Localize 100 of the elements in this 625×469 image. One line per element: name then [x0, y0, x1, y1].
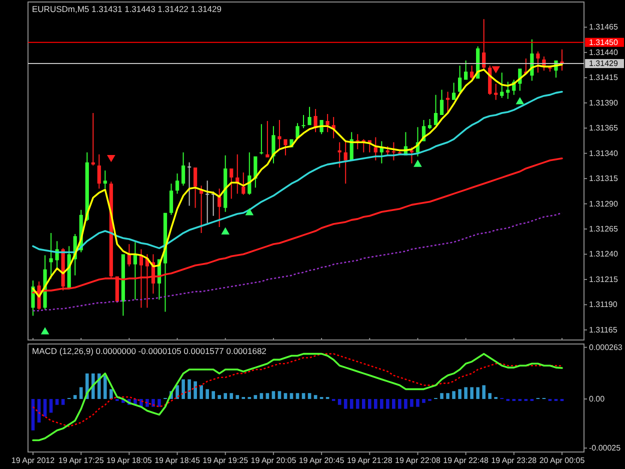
bar [158, 398, 161, 407]
candlestick [187, 162, 192, 206]
bar [224, 393, 228, 399]
bar [103, 375, 107, 399]
bar [410, 398, 414, 407]
x-tick-label: 19 Apr 17:25 [58, 456, 104, 465]
y-tick-label: 0.000263 [589, 342, 623, 352]
y-tick-label: 1.31290 [589, 199, 618, 208]
bar [488, 393, 492, 399]
x-tick-label: 19 Apr 22:08 [395, 456, 441, 465]
bar [73, 395, 77, 399]
bar [55, 398, 59, 405]
bar [200, 385, 203, 399]
ref-line-label: 1.31429 [589, 59, 618, 68]
candlestick [91, 112, 95, 166]
bar [260, 393, 264, 399]
point [414, 160, 422, 167]
x-tick-label: 20 Apr 00:05 [539, 456, 586, 465]
bar [61, 398, 65, 405]
bar [392, 398, 396, 409]
bar [476, 387, 480, 399]
bar [302, 393, 306, 399]
bar [206, 389, 209, 399]
y-tick-label: 0.00 [589, 394, 606, 404]
bar [356, 398, 360, 409]
bar [109, 389, 113, 399]
bar [290, 393, 294, 399]
x-tick-label: 19 Apr 2012 [11, 456, 56, 465]
bar [254, 395, 258, 399]
candlestick [266, 121, 270, 158]
x-tick-label: 19 Apr 19:25 [202, 456, 249, 465]
y-tick-label: 1.31315 [589, 174, 618, 184]
y-tick-label: 1.31190 [589, 300, 618, 310]
y-tick-label: 1.31265 [589, 224, 618, 234]
y-tick-label: 1.31165 [589, 325, 618, 334]
bar [440, 393, 444, 399]
bar [218, 395, 222, 399]
bar [79, 387, 83, 399]
bar [272, 391, 276, 399]
candlestick [494, 84, 498, 100]
bar [398, 398, 402, 409]
bar [386, 398, 390, 409]
bar [350, 398, 354, 409]
candlestick [278, 120, 282, 150]
y-tick-label: 1.31365 [589, 124, 618, 133]
ref-line-label: 1.31450 [589, 38, 618, 47]
line-series [32, 90, 563, 254]
point [245, 208, 254, 216]
bar [368, 398, 372, 409]
chart-title: EURUSDm,M5 1.31431 1.31443 1.31422 1.31429 [32, 4, 222, 14]
y-tick-label: 1.31340 [589, 148, 618, 158]
point [221, 227, 230, 234]
x-tick-label: 19 Apr 18:05 [106, 456, 152, 465]
bar [152, 398, 155, 407]
bar [470, 387, 474, 399]
bar [374, 398, 378, 409]
bar [458, 389, 462, 399]
bar [314, 395, 318, 399]
x-tick-label: 19 Apr 22:48 [443, 456, 490, 465]
bar [338, 398, 342, 405]
y-tick-label: 1.31440 [589, 48, 618, 57]
bar [446, 393, 450, 399]
bar [266, 393, 270, 399]
bar [422, 398, 426, 403]
x-tick-label: 19 Apr 20:05 [250, 456, 297, 465]
candlestick [302, 115, 306, 128]
point [40, 327, 50, 334]
x-tick-label: 19 Apr 21:28 [346, 456, 393, 465]
bar [284, 393, 288, 399]
bar [380, 398, 384, 409]
bar [296, 393, 300, 399]
line-series [32, 64, 563, 298]
y-tick-label: 1.31465 [589, 22, 618, 32]
chart-title: MACD (12,26,9) 0.0000000 -0.0000105 0.0001577 0.0001682 [32, 346, 267, 356]
bar [194, 381, 197, 399]
candlestick [284, 139, 288, 156]
bar [146, 398, 149, 407]
x-tick-label: 19 Apr 20:45 [298, 456, 345, 465]
y-tick-label: 1.31415 [589, 73, 618, 82]
bar [230, 393, 234, 399]
y-tick-label: 1.31215 [589, 274, 618, 284]
x-tick-label: 19 Apr 18:45 [154, 456, 201, 465]
y-tick-label: 1.31240 [589, 250, 618, 259]
point [516, 97, 524, 104]
bar [482, 385, 486, 399]
bar [452, 391, 456, 399]
line-series [32, 212, 563, 312]
bar [182, 379, 185, 399]
bar [416, 398, 420, 407]
bar [212, 391, 215, 399]
x-tick-label: 19 Apr 23:28 [491, 456, 538, 465]
y-tick-label: -0.00025 [589, 444, 622, 453]
candlestick [260, 124, 264, 154]
bar [236, 395, 240, 399]
y-tick-label: 1.31390 [589, 98, 618, 108]
bar [362, 398, 366, 409]
bar [278, 391, 282, 399]
bar [188, 379, 191, 399]
candlestick [206, 180, 210, 223]
bar [308, 393, 312, 399]
